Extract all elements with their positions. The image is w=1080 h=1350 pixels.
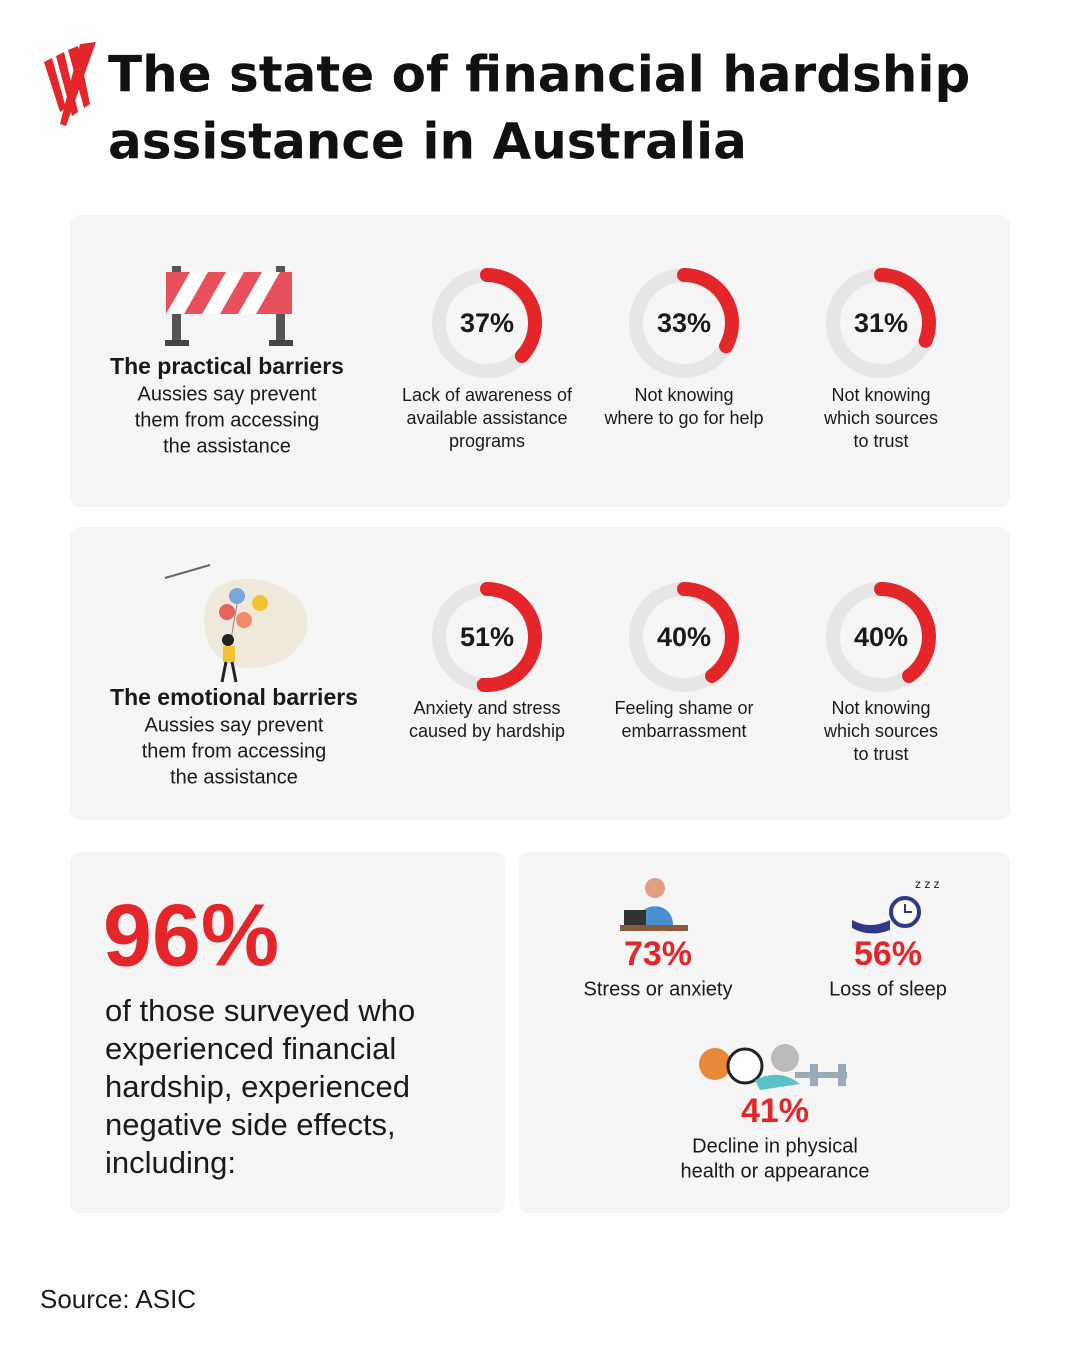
section-description: Aussies say prevent (145, 714, 324, 736)
panel (519, 852, 1010, 1213)
effect-label: Stress or anxiety (584, 978, 733, 1000)
headline-percent: 96% (103, 885, 279, 984)
fitness-icon (699, 1044, 847, 1090)
item-label: Not knowing (831, 698, 930, 718)
donut-label: 40% (854, 622, 908, 652)
donut-label: 51% (460, 622, 514, 652)
barrier-icon (165, 266, 293, 346)
effect-percent: 73% (624, 935, 692, 973)
item-label: to trust (853, 431, 908, 451)
item-label: caused by hardship (409, 721, 565, 741)
section-description: the assistance (170, 766, 298, 788)
effect-percent: 41% (741, 1092, 809, 1130)
donut-label: 33% (657, 308, 711, 338)
title-line: The state of financial hardship (108, 46, 970, 104)
effect-label: Decline in physical (692, 1135, 858, 1157)
item-label: Not knowing (831, 385, 930, 405)
emotion-icon (164, 564, 308, 683)
donut-arc (432, 582, 542, 692)
section-description: them from accessing (135, 409, 320, 431)
section-description: Aussies say prevent (138, 383, 317, 405)
item-label: Not knowing (634, 385, 733, 405)
donut-label: 37% (460, 308, 514, 338)
item-label: available assistance (406, 408, 567, 428)
panel (70, 852, 505, 1213)
section-description: the assistance (163, 435, 291, 457)
panel (70, 215, 1010, 507)
effect-label: health or appearance (680, 1160, 869, 1182)
section-heading: The practical barriers (110, 353, 344, 379)
headline-description: experienced financial (105, 1031, 396, 1066)
donut-arc (629, 268, 739, 378)
donut-arc (826, 268, 936, 378)
donut-arc (826, 582, 936, 692)
effect-label: Loss of sleep (829, 978, 947, 1000)
sleep-icon: z z z (852, 877, 940, 934)
item-label: embarrassment (621, 721, 746, 741)
svg-text:z z z: z z z (915, 877, 940, 891)
item-label: Anxiety and stress (413, 698, 560, 718)
source: Source: ASIC (40, 1284, 196, 1314)
headline-description: hardship, experienced (105, 1069, 410, 1104)
item-label: programs (449, 431, 525, 451)
donut-arc (432, 268, 542, 378)
donut-arc (629, 582, 739, 692)
title-line: assistance in Australia (108, 113, 747, 171)
effect-percent: 56% (854, 935, 922, 973)
stress-icon (620, 878, 688, 931)
section-heading: The emotional barriers (110, 684, 358, 710)
donut-label: 40% (657, 622, 711, 652)
item-label: Feeling shame or (614, 698, 753, 718)
item-label: to trust (853, 744, 908, 764)
item-label: which sources (823, 721, 938, 741)
logo (44, 42, 96, 126)
donut-label: 31% (854, 308, 908, 338)
item-label: where to go for help (603, 408, 763, 428)
section-description: them from accessing (142, 740, 327, 762)
panel (70, 527, 1010, 820)
item-label: which sources (823, 408, 938, 428)
headline-description: including: (105, 1145, 236, 1180)
item-label: Lack of awareness of (402, 385, 573, 405)
headline-description: of those surveyed who (105, 993, 415, 1028)
headline-description: negative side effects, (105, 1107, 396, 1142)
